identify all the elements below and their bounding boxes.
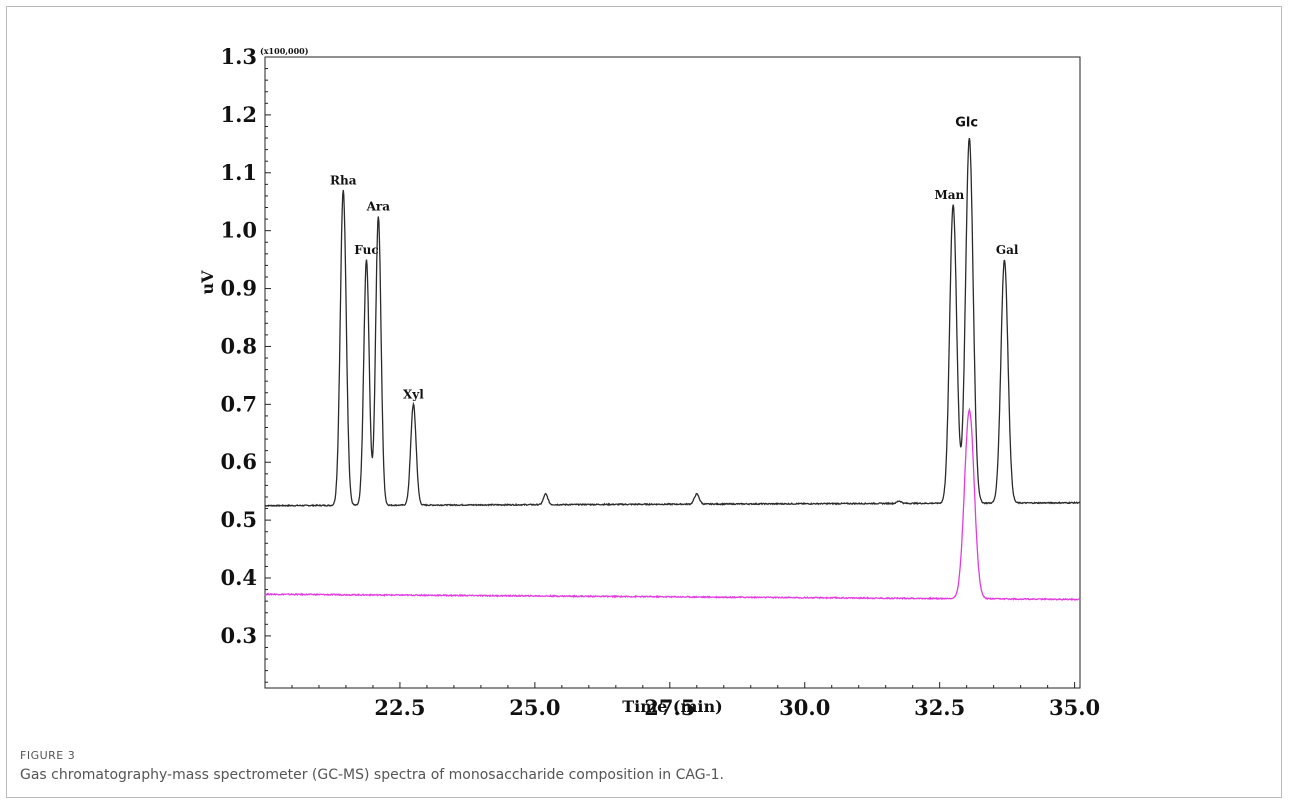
- reference-trace: [264, 407, 1081, 601]
- x-axis: 22.5 25.0 27.5 30.0 32.5 35.0: [291, 682, 1100, 720]
- y-tick-label: 0.5: [220, 507, 257, 532]
- y-tick-label: 1.0: [220, 218, 257, 243]
- peak-label-fuc: Fuc: [354, 243, 378, 257]
- peak-label-xyl: Xyl: [403, 388, 424, 402]
- peak-labels: Rha Fuc Ara Xyl Man Glc Gal: [330, 115, 1019, 401]
- figure-caption: Gas chromatography-mass spectrometer (GC…: [20, 767, 724, 783]
- peak-label-glc: Glc: [955, 115, 978, 130]
- y-tick-label: 1.3: [220, 44, 257, 69]
- y-tick-label: 0.8: [220, 333, 257, 358]
- x-tick-label: 22.5: [374, 695, 425, 720]
- x-tick-label: 35.0: [1049, 695, 1100, 720]
- x-tick-label: 25.0: [509, 695, 560, 720]
- y-tick-label: 0.6: [220, 449, 257, 474]
- y-tick-label: 0.4: [220, 565, 257, 590]
- figure-label: FIGURE 3: [20, 749, 76, 762]
- x-tick-label: 30.0: [779, 695, 830, 720]
- y-tick-label: 0.9: [220, 276, 257, 301]
- plot-area-frame: [264, 56, 1081, 689]
- y-axis: 1.3 1.2 1.1 1.0 0.9 0.8 0.7 0.6 0.5 0.4 0.3: [220, 44, 271, 683]
- peak-label-man: Man: [934, 188, 964, 202]
- trace-group: [264, 137, 1081, 601]
- peak-label-rha: Rha: [330, 173, 357, 187]
- y-tick-label: 0.3: [220, 623, 257, 648]
- peak-label-ara: Ara: [366, 199, 391, 213]
- x-axis-title: Time (min): [622, 697, 722, 716]
- y-axis-multiplier: (x100,000): [260, 46, 309, 56]
- y-axis-title: uV: [198, 270, 217, 295]
- figure-frame: [6, 6, 1282, 798]
- y-tick-label: 0.7: [220, 391, 257, 416]
- peak-label-gal: Gal: [996, 243, 1019, 257]
- sample-trace: [264, 137, 1081, 508]
- x-tick-label: 27.5: [644, 695, 695, 720]
- y-tick-label: 1.2: [220, 102, 257, 127]
- x-tick-label: 32.5: [914, 695, 965, 720]
- y-tick-label: 1.1: [220, 160, 257, 185]
